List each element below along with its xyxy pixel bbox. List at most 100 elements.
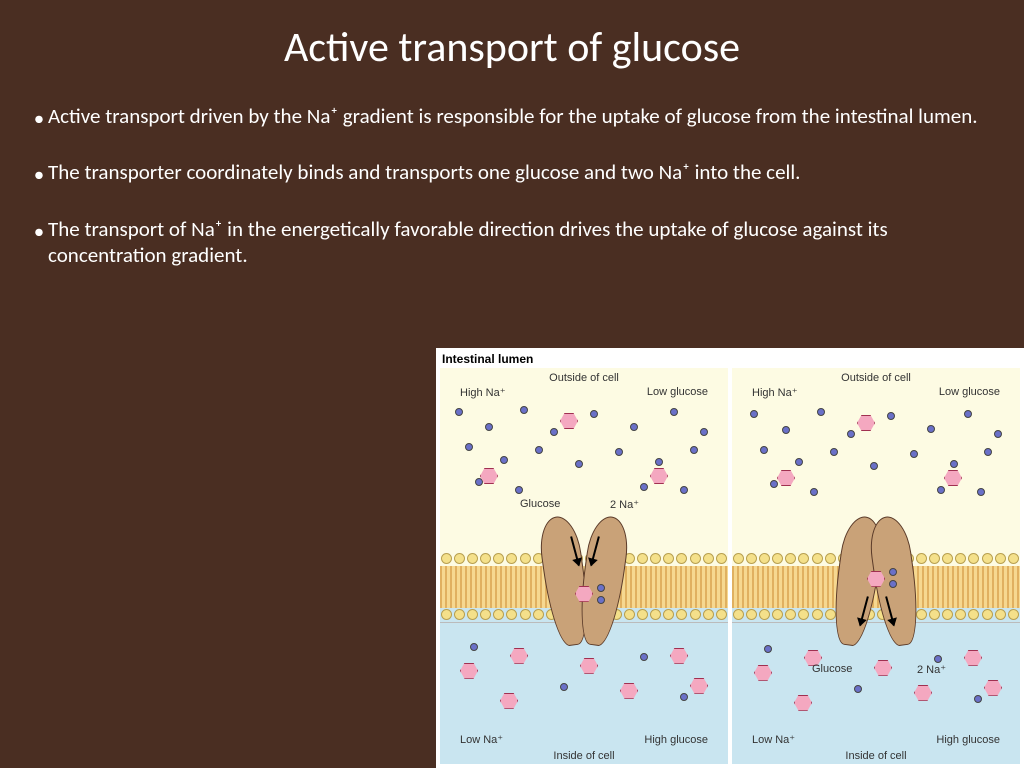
diagram-caption: Intestinal lumen bbox=[436, 348, 1024, 368]
phospholipid-head-icon bbox=[467, 609, 478, 620]
sodium-ion-icon bbox=[640, 653, 648, 661]
glucose-icon bbox=[754, 665, 772, 681]
sodium-ion-icon bbox=[937, 486, 945, 494]
sodium-ion-icon bbox=[560, 683, 568, 691]
phospholipid-head-icon bbox=[746, 553, 757, 564]
diagram-panel-releasing: Outside of cell High Na⁺ Low glucose bbox=[732, 368, 1020, 764]
sodium-ion-icon bbox=[500, 456, 508, 464]
sodium-ion-icon bbox=[964, 410, 972, 418]
bullet-dot-icon: • bbox=[30, 103, 48, 131]
glucose-icon bbox=[777, 470, 795, 486]
bullet-text: The transporter coordinately binds and t… bbox=[48, 159, 994, 185]
glucose-icon bbox=[984, 680, 1002, 696]
label-high-glucose: High glucose bbox=[644, 734, 708, 746]
phospholipid-head-icon bbox=[703, 609, 714, 620]
phospholipid-head-icon bbox=[1008, 609, 1019, 620]
sodium-ion-icon bbox=[455, 408, 463, 416]
label-outside: Outside of cell bbox=[549, 372, 619, 384]
phospholipid-head-icon bbox=[520, 553, 531, 564]
sodium-ion-icon bbox=[795, 458, 803, 466]
sodium-bound-icon bbox=[597, 596, 605, 604]
glucose-icon bbox=[857, 415, 875, 431]
bullet-text: Active transport driven by the Na⁺ gradi… bbox=[48, 103, 994, 129]
phospholipid-head-icon bbox=[716, 553, 727, 564]
phospholipid-head-icon bbox=[467, 553, 478, 564]
phospholipid-head-icon bbox=[733, 553, 744, 564]
sodium-ion-icon bbox=[475, 478, 483, 486]
label-glucose: Glucose bbox=[520, 498, 560, 510]
diagram-panels: Outside of cell High Na⁺ Low glucose bbox=[436, 368, 1024, 768]
sodium-ion-icon bbox=[984, 448, 992, 456]
sodium-ion-icon bbox=[830, 448, 838, 456]
label-two-na: 2 Na⁺ bbox=[610, 498, 639, 511]
phospholipid-head-icon bbox=[772, 609, 783, 620]
sodium-ion-icon bbox=[680, 693, 688, 701]
phospholipid-head-icon bbox=[493, 609, 504, 620]
label-low-glucose: Low glucose bbox=[647, 386, 708, 398]
sodium-ion-icon bbox=[817, 408, 825, 416]
label-inside: Inside of cell bbox=[553, 750, 614, 762]
sodium-ion-icon bbox=[520, 406, 528, 414]
phospholipid-head-icon bbox=[454, 609, 465, 620]
glucose-icon bbox=[460, 663, 478, 679]
phospholipid-head-icon bbox=[650, 609, 661, 620]
phospholipid-head-icon bbox=[676, 609, 687, 620]
diagram-figure: Intestinal lumen Outside of cell High Na… bbox=[436, 348, 1024, 768]
phospholipid-head-icon bbox=[759, 609, 770, 620]
glucose-icon bbox=[500, 693, 518, 709]
bullet-text: The transport of Na⁺ in the energeticall… bbox=[48, 216, 994, 269]
sodium-ion-icon bbox=[615, 448, 623, 456]
glucose-icon bbox=[560, 413, 578, 429]
phospholipid-head-icon bbox=[746, 609, 757, 620]
glucose-icon bbox=[690, 678, 708, 694]
phospholipid-head-icon bbox=[690, 609, 701, 620]
label-low-na: Low Na⁺ bbox=[460, 733, 503, 746]
phospholipid-head-icon bbox=[650, 553, 661, 564]
phospholipid-head-icon bbox=[798, 553, 809, 564]
membrane-region bbox=[440, 552, 728, 622]
phospholipid-head-icon bbox=[942, 609, 953, 620]
glucose-icon bbox=[670, 648, 688, 664]
sodium-ion-icon bbox=[994, 430, 1002, 438]
phospholipid-head-icon bbox=[955, 553, 966, 564]
glucose-icon bbox=[944, 470, 962, 486]
membrane-region bbox=[732, 552, 1020, 622]
sodium-ion-icon bbox=[910, 450, 918, 458]
sodium-ion-icon bbox=[470, 643, 478, 651]
diagram-panel-binding: Outside of cell High Na⁺ Low glucose bbox=[440, 368, 728, 764]
sodium-bound-icon bbox=[889, 568, 897, 576]
phospholipid-head-icon bbox=[995, 609, 1006, 620]
label-inside: Inside of cell bbox=[845, 750, 906, 762]
label-two-na: 2 Na⁺ bbox=[917, 663, 946, 676]
label-low-glucose: Low glucose bbox=[939, 386, 1000, 398]
sodium-ion-icon bbox=[887, 412, 895, 420]
sodium-ion-icon bbox=[550, 428, 558, 436]
bullet-item: • Active transport driven by the Na⁺ gra… bbox=[30, 103, 994, 131]
sodium-ion-icon bbox=[810, 488, 818, 496]
phospholipid-head-icon bbox=[506, 553, 517, 564]
phospholipid-head-icon bbox=[637, 553, 648, 564]
phospholipid-head-icon bbox=[759, 553, 770, 564]
phospholipid-head-icon bbox=[454, 553, 465, 564]
phospholipid-head-icon bbox=[785, 609, 796, 620]
phospholipid-head-icon bbox=[995, 553, 1006, 564]
sodium-ion-icon bbox=[870, 462, 878, 470]
label-high-glucose: High glucose bbox=[936, 734, 1000, 746]
sodium-ion-icon bbox=[764, 645, 772, 653]
sodium-ion-icon bbox=[485, 423, 493, 431]
phospholipid-head-icon bbox=[955, 609, 966, 620]
phospholipid-head-icon bbox=[968, 609, 979, 620]
sodium-ion-icon bbox=[950, 460, 958, 468]
label-outside: Outside of cell bbox=[841, 372, 911, 384]
glucose-icon bbox=[914, 685, 932, 701]
sodium-ion-icon bbox=[535, 446, 543, 454]
phospholipid-head-icon bbox=[637, 609, 648, 620]
phospholipid-head-icon bbox=[929, 553, 940, 564]
phospholipid-head-icon bbox=[772, 553, 783, 564]
phospholipid-head-icon bbox=[663, 553, 674, 564]
transporter-protein-icon bbox=[831, 516, 921, 646]
phospholipid-head-icon bbox=[441, 609, 452, 620]
sodium-ion-icon bbox=[750, 410, 758, 418]
phospholipid-head-icon bbox=[520, 609, 531, 620]
phospholipid-head-icon bbox=[812, 609, 823, 620]
